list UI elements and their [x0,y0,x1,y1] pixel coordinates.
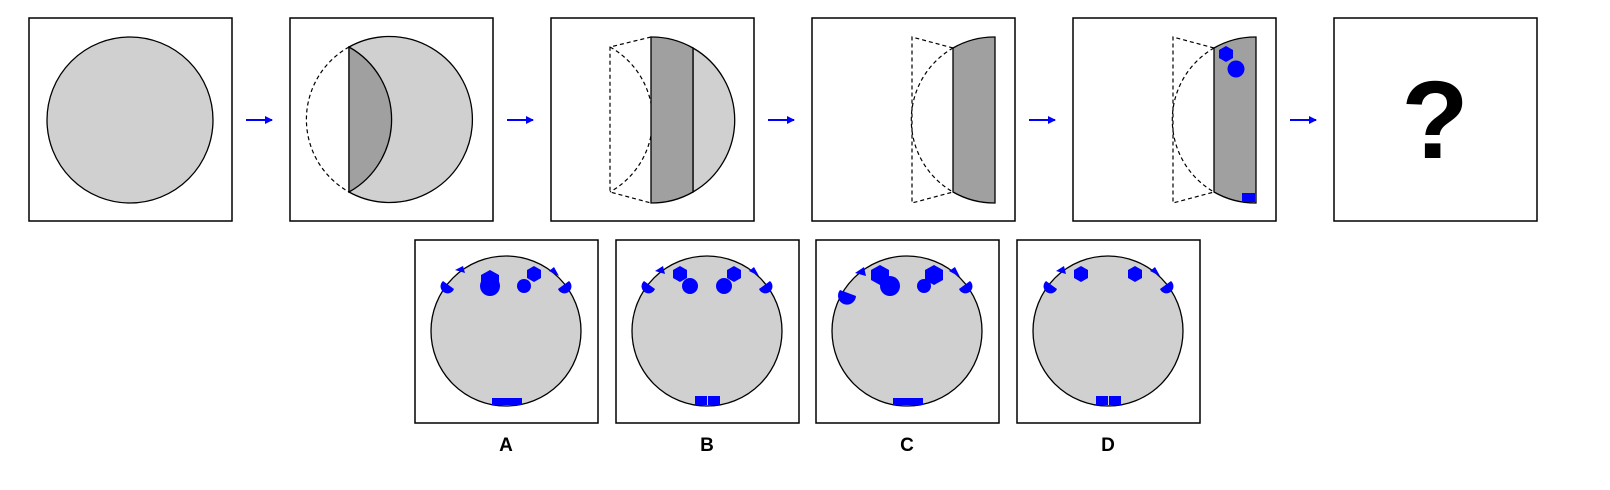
folded-strip [1213,36,1257,204]
circle-hole-icon [959,281,973,294]
circle-hole-icon [641,281,655,294]
hexagon-hole-icon [949,267,960,277]
question-mark: ? [1401,59,1468,182]
rectangle-hole-icon [1109,396,1121,405]
circle-hole-icon [838,290,856,305]
circle-hole-icon [682,278,698,294]
unfolded-circle [631,255,783,407]
sequence-panel-2 [289,17,494,222]
hexagon-hole-icon [727,266,741,282]
sequence-panel-1 [28,17,233,222]
option-a[interactable] [414,239,599,424]
remaining-circle-region [692,46,736,194]
rectangle-hole-icon [1242,193,1255,202]
rectangle-hole-icon [492,398,522,405]
option-label-c: C [900,435,914,456]
hexagon-hole-icon [855,267,866,276]
sequence-panel-4 [811,17,1016,222]
circle-hole-icon [917,279,931,293]
option-label-a: A [499,435,513,456]
circle-hole-icon [1227,60,1245,78]
hexagon-hole-icon [925,265,943,285]
unfolded-circle [831,255,983,407]
sequence-panel-5 [1072,17,1277,222]
rectangle-hole-icon [708,396,720,405]
hexagon-hole-icon [1150,267,1160,276]
hexagon-hole-icon [1074,266,1088,282]
circle-hole-icon [1160,281,1174,294]
circle-hole-icon [440,281,454,294]
folded-overlap [348,45,393,194]
option-d[interactable] [1016,239,1201,424]
full-circle [46,36,214,204]
option-c[interactable] [815,239,1000,424]
hexagon-hole-icon [1219,46,1233,62]
circle-hole-icon [759,281,773,294]
circle-hole-icon [716,278,732,294]
option-label-d: D [1101,435,1115,456]
hexagon-hole-icon [455,266,465,273]
option-b[interactable] [615,239,800,424]
hexagon-hole-icon [1128,266,1142,282]
sequence-panel-3 [550,17,755,222]
circle-hole-icon [480,276,500,296]
hexagon-hole-icon [1056,266,1066,274]
circle-hole-icon [880,276,900,296]
folded-strip [952,36,996,204]
rectangle-hole-icon [1096,396,1108,405]
circle-hole-icon [558,281,572,294]
rectangle-hole-icon [893,398,923,405]
rectangle-hole-icon [695,396,707,405]
hexagon-hole-icon [549,267,559,276]
unfolded-circle [430,255,582,407]
circle-hole-icon [1043,281,1057,294]
option-label-b: B [700,435,714,456]
sequence-panel-6: ? [1333,17,1538,222]
folded-strip [650,36,694,204]
hexagon-hole-icon [673,266,687,282]
circle-hole-icon [517,279,531,293]
hexagon-hole-icon [749,267,759,276]
hexagon-hole-icon [527,266,541,282]
hexagon-hole-icon [655,266,665,274]
unfolded-circle [1032,255,1184,407]
